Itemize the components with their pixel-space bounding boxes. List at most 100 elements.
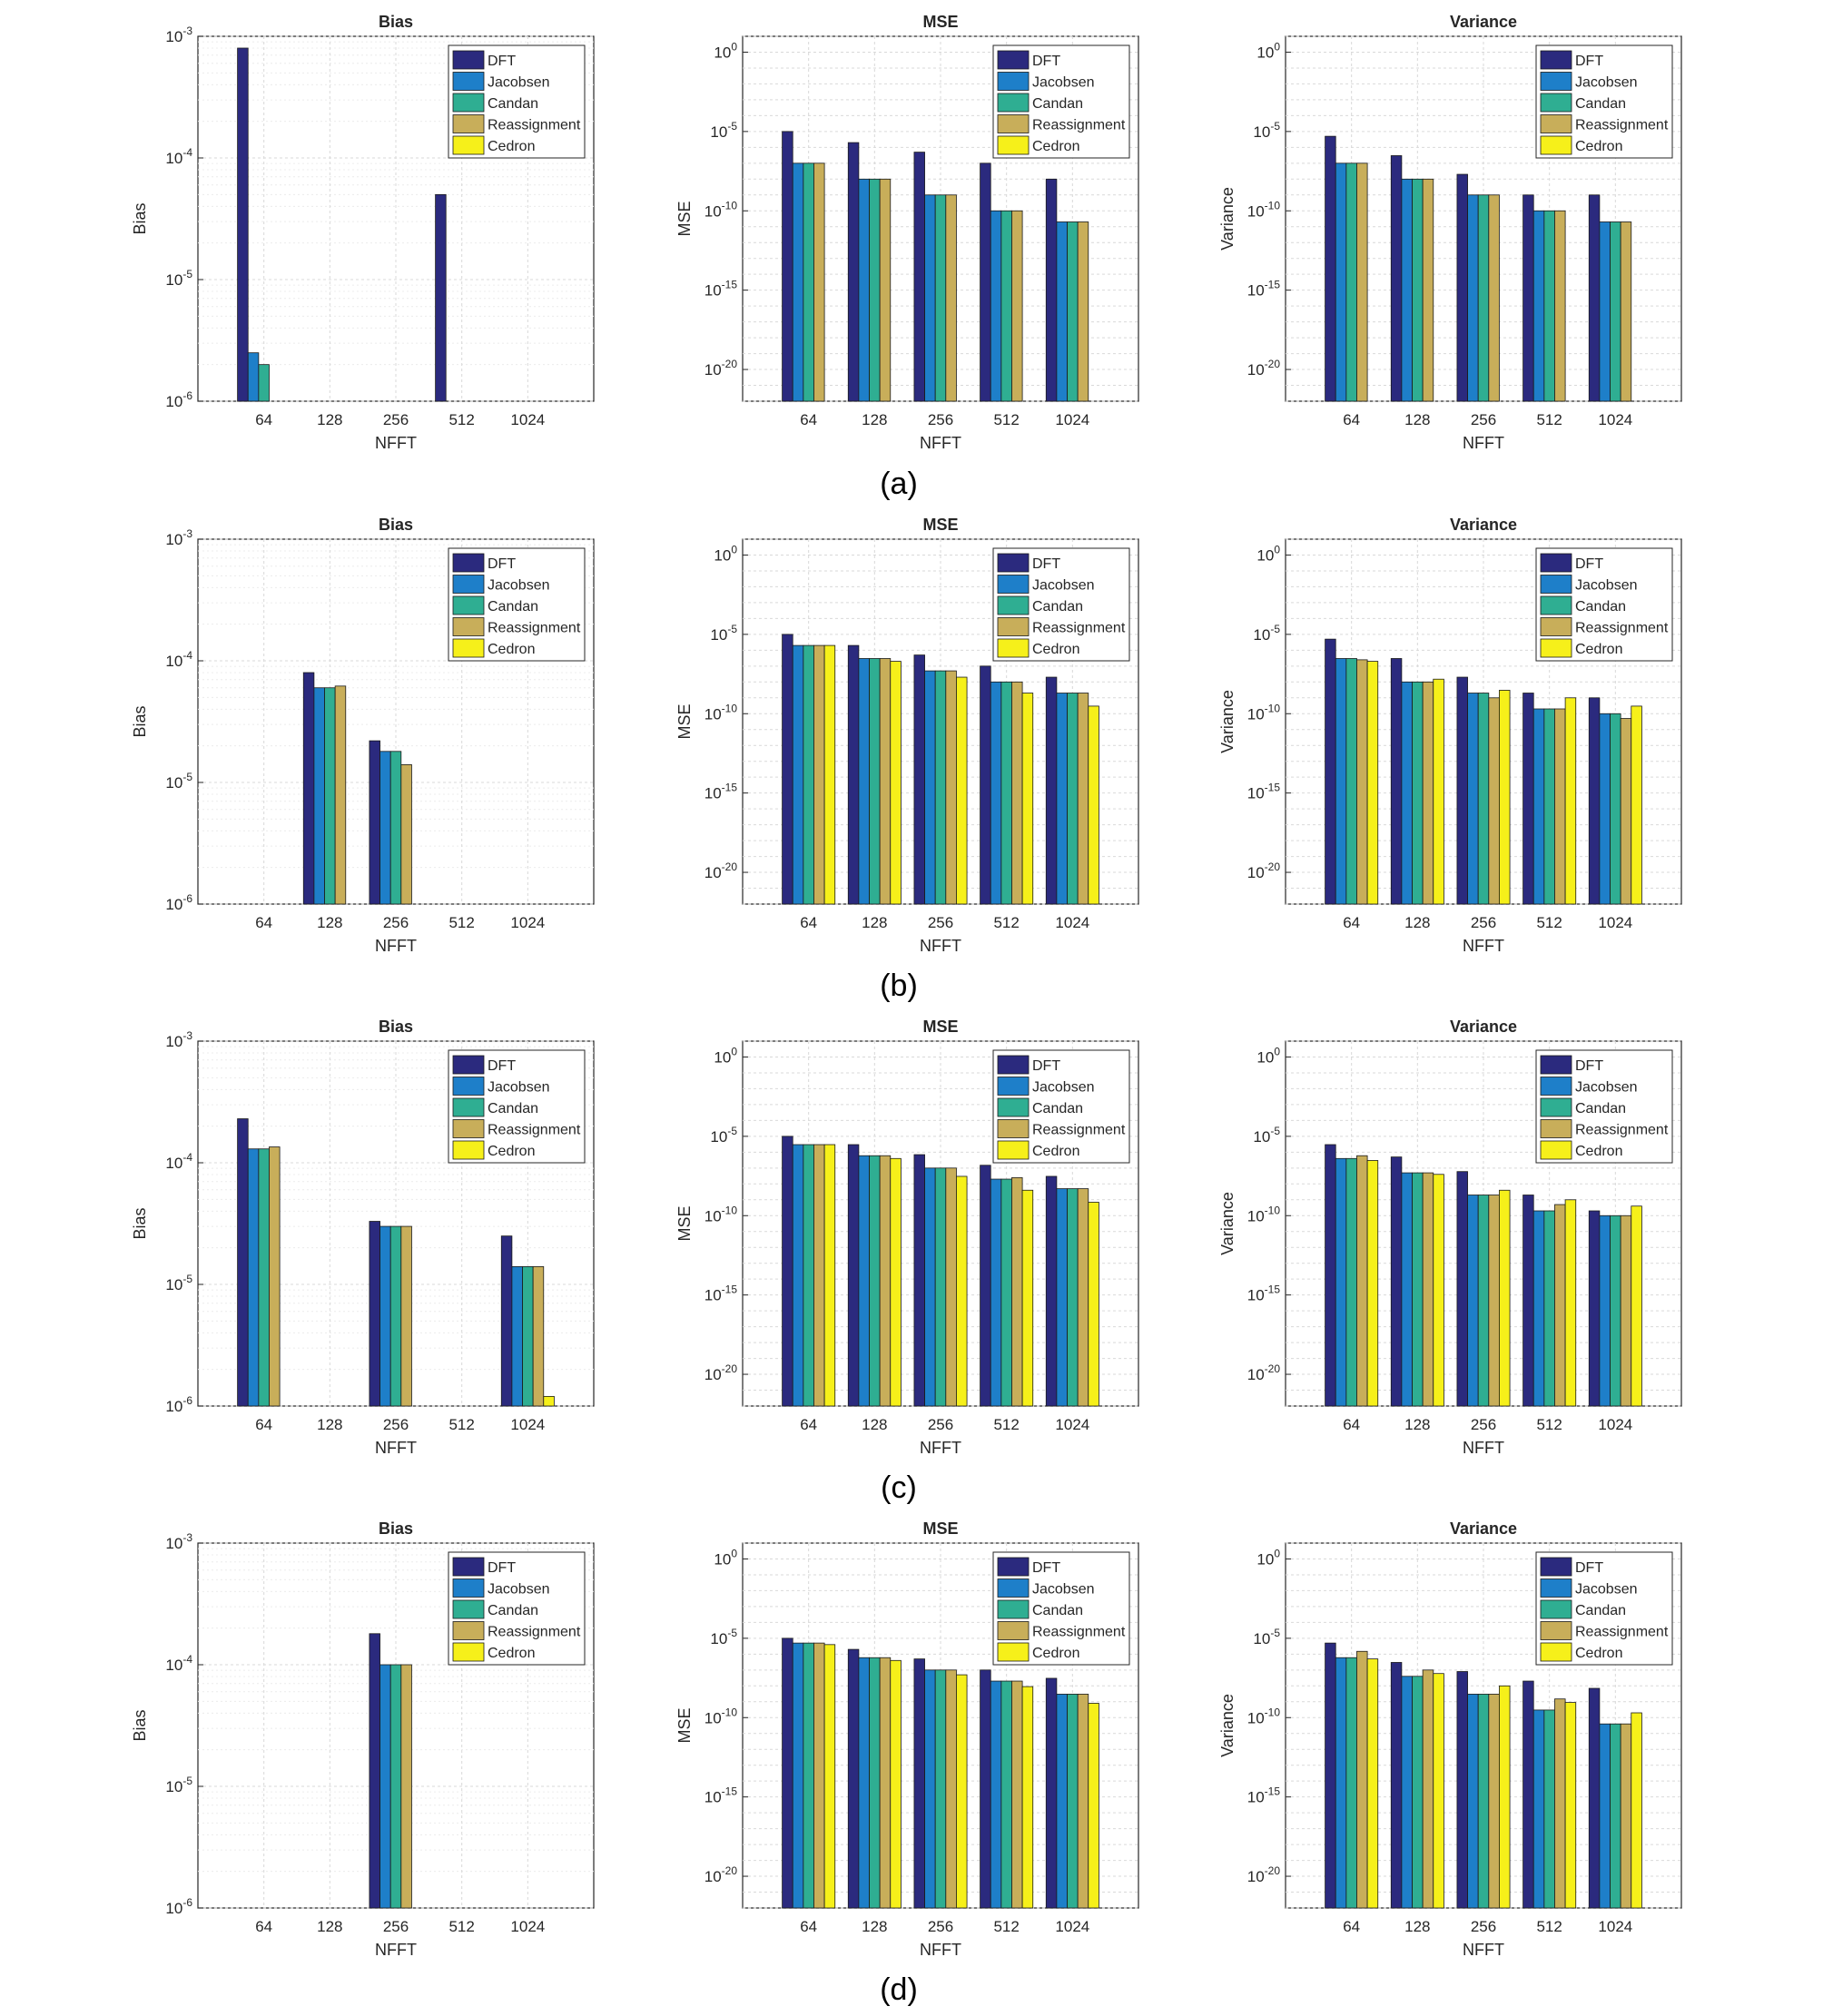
bar-reassignment (269, 1146, 281, 1407)
x-tick-label: 1024 (510, 1416, 545, 1433)
legend-swatch (997, 1578, 1030, 1598)
x-tick-label: 512 (1536, 411, 1562, 428)
x-axis-label: NFFT (1463, 1941, 1504, 1959)
x-tick-label: 1024 (1598, 1416, 1632, 1433)
y-tick-label: 10-3 (165, 25, 192, 45)
legend-swatch (1540, 1097, 1572, 1117)
y-axis-label: Variance (1218, 690, 1237, 753)
bar-jacobsen (1467, 1195, 1479, 1407)
bar-jacobsen (1401, 178, 1413, 402)
y-tick-label: 10-10 (705, 199, 738, 220)
bar-candan (1000, 1680, 1012, 1909)
bar-jacobsen (792, 644, 804, 905)
bar-candan (934, 1167, 947, 1407)
chart-b-variance: 64 128 256 512 1024 10-20 10-15 10-10 10-5 100 Var… (1218, 516, 1682, 955)
bar-candan (869, 1155, 881, 1407)
legend-label: Candan (488, 96, 538, 112)
y-tick-label: 10-15 (705, 1283, 738, 1304)
bar-reassignment (1077, 693, 1089, 905)
y-axis-label: Bias (131, 1207, 149, 1239)
legend-swatch (1540, 1599, 1572, 1619)
bar-jacobsen (1335, 162, 1347, 402)
legend-label: Cedron (488, 642, 535, 657)
y-tick-label: 10-3 (165, 1531, 192, 1552)
bar-candan (1412, 178, 1424, 402)
y-tick-label: 10-5 (165, 1775, 192, 1795)
bar-cedron (890, 1157, 902, 1407)
x-tick-label: 256 (928, 1416, 953, 1433)
bar-jacobsen (1056, 693, 1068, 905)
bar-jacobsen (990, 1680, 1002, 1909)
legend-swatch (997, 1642, 1030, 1662)
bar-candan (258, 1148, 270, 1407)
bar-candan (869, 178, 881, 402)
bar-jacobsen (1467, 1694, 1479, 1909)
x-axis-label: NFFT (375, 937, 417, 955)
bar-candan (1477, 693, 1490, 905)
bar-dft (1522, 194, 1534, 402)
bar-reassignment (400, 764, 412, 905)
bar-cedron (823, 1144, 836, 1407)
legend-label: Jacobsen (488, 1080, 550, 1096)
legend-label: Reassignment (1032, 118, 1126, 133)
legend-label: Jacobsen (1032, 578, 1095, 594)
bar-jacobsen (379, 1225, 391, 1407)
bar-dft (1588, 697, 1601, 905)
bar-reassignment (813, 1144, 825, 1407)
legend-label: Candan (488, 1101, 538, 1116)
bar-candan (1067, 1188, 1079, 1407)
x-tick-label: 256 (928, 411, 953, 428)
x-tick-label: 256 (928, 1918, 953, 1935)
x-tick-label: 256 (1471, 914, 1496, 931)
bar-jacobsen (1599, 1215, 1611, 1407)
bar-reassignment (1356, 1155, 1368, 1407)
bar-jacobsen (379, 1664, 391, 1909)
bar-cedron (1021, 693, 1034, 905)
bar-dft (1456, 1171, 1468, 1407)
legend-swatch (452, 1621, 485, 1640)
legend: DFT Jacobsen Candan Reassignment Cedron (992, 1551, 1130, 1666)
chart-d-variance: 64 128 256 512 1024 10-20 10-15 10-10 10-5 100 Var… (1218, 1519, 1682, 1959)
x-tick-label: 512 (448, 914, 474, 931)
bar-candan (1543, 708, 1555, 905)
x-tick-label: 64 (255, 1416, 272, 1433)
legend-swatch (997, 595, 1030, 615)
bar-jacobsen (1056, 1694, 1068, 1909)
bar-cedron (1433, 1174, 1444, 1407)
bar-cedron (1433, 678, 1444, 905)
y-axis-label: Bias (131, 705, 149, 737)
legend-swatch (1540, 1140, 1572, 1160)
bar-reassignment (879, 1155, 892, 1407)
legend-label: Candan (1032, 1101, 1083, 1116)
bar-candan (1610, 1215, 1621, 1407)
bar-candan (869, 658, 881, 905)
legend: DFT Jacobsen Candan Reassignment Cedron (448, 547, 586, 662)
bar-dft (847, 1144, 860, 1407)
bar-jacobsen (990, 1178, 1002, 1407)
bar-candan (1000, 1178, 1012, 1407)
legend-swatch (1540, 1055, 1572, 1075)
bar-reassignment (1554, 1698, 1566, 1909)
panel-label-b: (b) (880, 969, 918, 1003)
y-tick-label: 10-5 (1253, 1627, 1280, 1647)
bar-dft (847, 644, 860, 905)
y-tick-label: 10-6 (165, 1394, 192, 1415)
x-tick-label: 128 (862, 914, 887, 931)
bar-reassignment (1620, 221, 1632, 402)
bar-candan (934, 670, 947, 905)
legend-label: DFT (1032, 54, 1060, 69)
chart-title: MSE (922, 13, 958, 31)
y-axis-label: Variance (1218, 1694, 1237, 1757)
legend-label: Jacobsen (1575, 1582, 1638, 1598)
bar-jacobsen (511, 1266, 523, 1407)
bar-dft (1456, 173, 1468, 402)
legend-swatch (997, 553, 1030, 573)
legend-label: DFT (1032, 556, 1060, 572)
chart-title: Bias (379, 1018, 413, 1036)
bar-reassignment (1356, 1650, 1368, 1909)
x-tick-label: 512 (448, 411, 474, 428)
bar-dft (1588, 1687, 1601, 1909)
bar-jacobsen (858, 1657, 870, 1909)
x-tick-label: 64 (255, 1918, 272, 1935)
bar-jacobsen (1467, 693, 1479, 905)
